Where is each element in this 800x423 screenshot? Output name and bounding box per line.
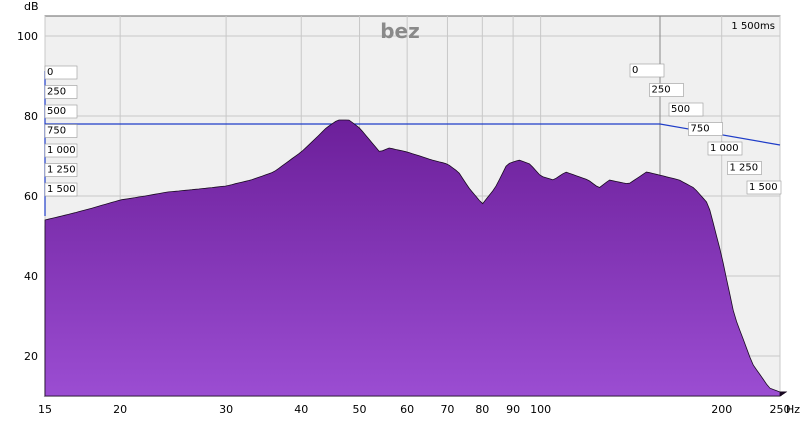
time-label-right: 250 <box>652 85 671 96</box>
reference-level-line <box>45 123 781 146</box>
y-tick-label: 100 <box>17 30 38 43</box>
y-tick-label: 80 <box>24 110 38 123</box>
time-label-right: 750 <box>691 124 710 135</box>
x-tick-label: 15 <box>38 403 52 416</box>
time-label-box-right <box>688 122 723 136</box>
time-label-box-right <box>727 161 762 175</box>
x-tick-label: 40 <box>294 403 308 416</box>
time-label-left: 750 <box>47 126 66 137</box>
waterfall-slices <box>43 119 788 397</box>
time-label-box-right <box>746 180 782 195</box>
x-tick-label: 70 <box>440 403 454 416</box>
time-label-left: 250 <box>47 87 66 98</box>
x-tick-label: 30 <box>219 403 233 416</box>
time-label-box-left <box>44 85 78 99</box>
x-tick-label: 60 <box>400 403 414 416</box>
x-tick-label: 250 <box>770 403 791 416</box>
time-label-box-left <box>44 104 78 119</box>
y-tick-label: 40 <box>24 270 38 283</box>
time-label-box-left <box>44 182 78 197</box>
time-max-label: 1 500ms <box>731 21 775 32</box>
time-label-right: 0 <box>632 65 638 76</box>
time-label-box-left <box>44 143 78 158</box>
time-label-box-left <box>44 124 78 138</box>
time-label-left: 1 250 <box>47 165 76 176</box>
time-label-right: 1 000 <box>710 143 739 154</box>
x-tick-label: 50 <box>353 403 367 416</box>
x-tick-label: 20 <box>113 403 127 416</box>
waterfall-slice <box>44 119 781 397</box>
time-label-box-right <box>629 63 665 78</box>
time-label-right: 500 <box>671 104 690 115</box>
x-tick-label: 200 <box>711 403 732 416</box>
x-tick-label: 80 <box>475 403 489 416</box>
y-axis-label: dB <box>24 0 39 13</box>
time-label-box-right <box>649 83 684 97</box>
time-label-box-right <box>707 141 743 156</box>
time-label-box-right <box>668 102 704 117</box>
time-label-left: 1 000 <box>47 145 76 156</box>
y-tick-label: 20 <box>24 350 38 363</box>
chart-title: bez <box>380 19 420 43</box>
y-tick-label: 60 <box>24 190 38 203</box>
time-label-box-left <box>44 163 78 177</box>
time-label-box-left <box>44 65 78 80</box>
x-tick-label: 100 <box>530 403 551 416</box>
x-axis-label: Hz <box>786 403 800 416</box>
time-label-left: 0 <box>47 67 53 78</box>
time-label-left: 500 <box>47 106 66 117</box>
x-tick-label: 90 <box>506 403 520 416</box>
time-label-right: 1 500 <box>749 182 778 193</box>
time-label-right: 1 250 <box>730 163 759 174</box>
axis-texts: 15 20 30 40 50 60 70 80 90 100 200 250 100 80 60 40 20 <box>17 30 791 416</box>
time-label-left: 1 500 <box>47 184 76 195</box>
